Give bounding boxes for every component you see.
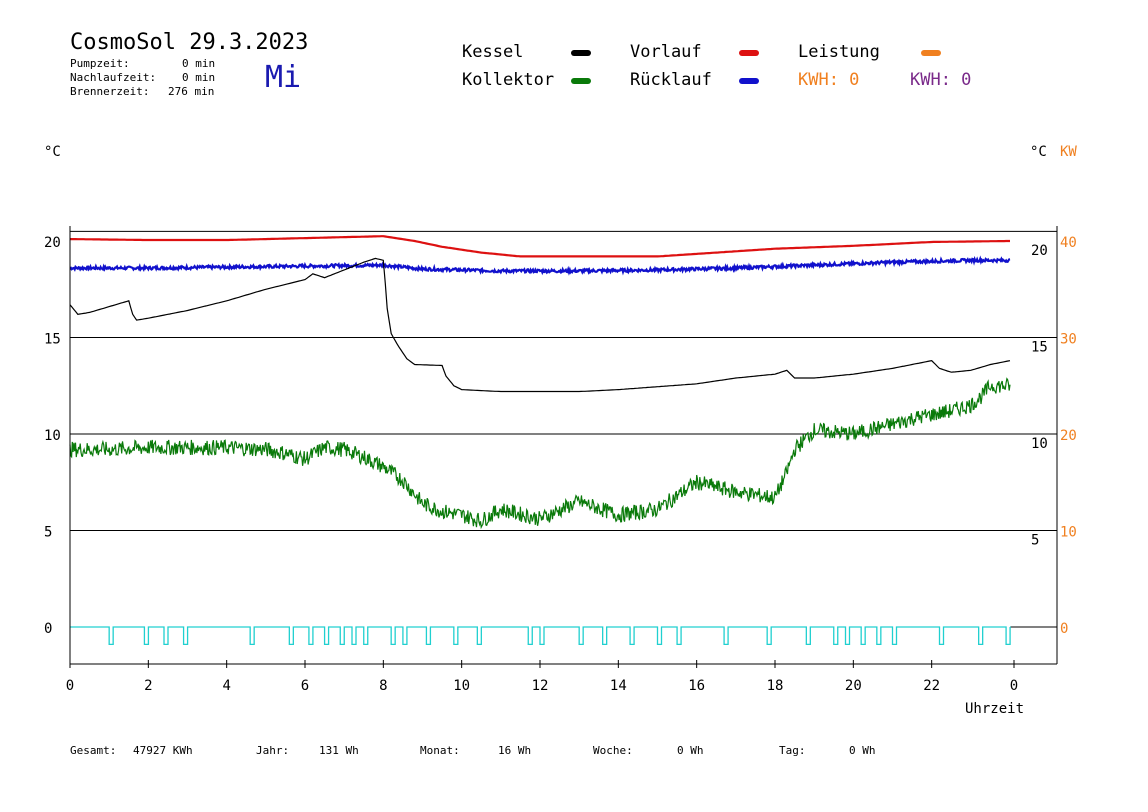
legend-kwh-second: KWH: 0	[910, 70, 972, 90]
y-tick-label-right-c: 10	[1031, 436, 1048, 452]
y-tick-label-right-kw: 20	[1060, 428, 1077, 444]
footer-jahr-value: 131 Wh	[319, 744, 359, 757]
brennerzeit-label: Brennerzeit:	[70, 85, 150, 98]
x-tick-label: 4	[222, 678, 230, 694]
legend-kollektor-swatch	[571, 78, 591, 84]
y-tick-label-left: 0	[44, 621, 52, 637]
x-tick-label: 20	[845, 678, 862, 694]
x-tick-label: 14	[610, 678, 627, 694]
y-tick-label-left: 15	[44, 332, 61, 348]
series-line-pump	[70, 626, 1011, 646]
footer-woche-value: 0 Wh	[677, 744, 704, 757]
legend-ruecklauf: Rücklauf	[630, 70, 712, 90]
y-tick-label-right-c: 20	[1031, 243, 1048, 259]
footer-monat-value: 16 Wh	[498, 744, 532, 757]
weekday-label: Mi	[265, 60, 302, 95]
series-line-vorlauf	[70, 235, 1010, 258]
legend-kollektor: Kollektor	[462, 70, 555, 90]
y-tick-label-left: 10	[44, 428, 61, 444]
right-axis-unit-kw: KW	[1060, 144, 1077, 160]
y-tick-label-left: 20	[44, 235, 61, 251]
pumpzeit-value: 0 min	[182, 57, 216, 70]
x-tick-label: 18	[767, 678, 784, 694]
series-line-kessel	[69, 257, 1011, 393]
y-tick-label-right-kw: 0	[1060, 621, 1068, 637]
legend-leistung-swatch	[921, 50, 941, 56]
footer-tag-label: Tag:	[779, 744, 806, 757]
y-tick-label-right-kw: 30	[1060, 332, 1077, 348]
x-tick-label: 8	[379, 678, 387, 694]
legend-kwh-leistung: KWH: 0	[798, 70, 860, 90]
x-tick-label: 6	[301, 678, 309, 694]
x-tick-label: 12	[532, 678, 549, 694]
footer-woche-label: Woche:	[593, 744, 633, 757]
x-tick-label: 0	[66, 678, 74, 694]
brennerzeit-value: 276 min	[168, 85, 215, 98]
chart-title: CosmoSol 29.3.2023	[70, 30, 309, 55]
nachlaufzeit-value: 0 min	[182, 71, 216, 84]
footer-gesamt-value: 47927 KWh	[133, 744, 193, 757]
y-tick-label-right-kw: 40	[1060, 235, 1077, 251]
x-axis-label: Uhrzeit	[965, 701, 1025, 717]
legend-kessel: Kessel	[462, 42, 524, 62]
pumpzeit-label: Pumpzeit:	[70, 57, 130, 70]
y-tick-label-right-c: 5	[1031, 533, 1039, 549]
footer-jahr-label: Jahr:	[256, 744, 290, 757]
left-axis-unit: °C	[44, 144, 61, 160]
nachlaufzeit-label: Nachlaufzeit:	[70, 71, 157, 84]
x-tick-label: 0	[1010, 678, 1018, 694]
x-tick-label: 16	[688, 678, 705, 694]
footer-gesamt-label: Gesamt:	[70, 744, 117, 757]
x-tick-label: 22	[923, 678, 940, 694]
legend-ruecklauf-swatch	[739, 78, 759, 84]
y-tick-label-right-c: 15	[1031, 340, 1048, 356]
series-line-rcklauf	[69, 255, 1011, 276]
legend-vorlauf: Vorlauf	[630, 42, 702, 62]
series-line-kollektor	[69, 377, 1011, 530]
y-tick-label-right-kw: 10	[1060, 525, 1077, 541]
legend-kessel-swatch	[571, 50, 591, 56]
y-tick-label-left: 5	[44, 525, 52, 541]
legend-vorlauf-swatch	[739, 50, 759, 56]
footer-tag-value: 0 Wh	[849, 744, 876, 757]
footer-monat-label: Monat:	[420, 744, 460, 757]
legend-leistung: Leistung	[798, 42, 880, 62]
x-tick-label: 2	[144, 678, 152, 694]
x-tick-label: 10	[453, 678, 470, 694]
right-axis-unit-c: °C	[1030, 144, 1047, 160]
